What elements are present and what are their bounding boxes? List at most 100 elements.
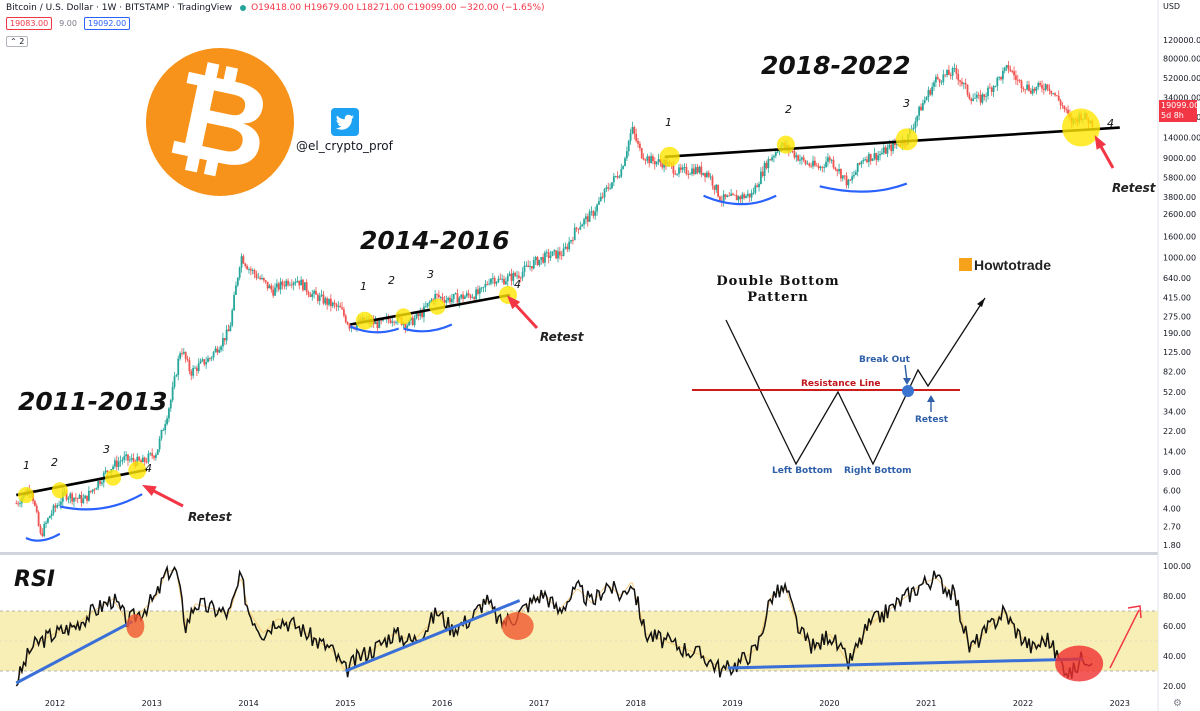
candle-body [817, 165, 820, 169]
candle-body [627, 140, 630, 152]
rsi-up-arrow-head [1127, 605, 1142, 619]
retest-arrow-2022-head [1094, 135, 1107, 150]
rsi-pane [15, 564, 1142, 687]
candle-body [934, 76, 937, 83]
candle-body [797, 155, 800, 161]
candle-body [300, 279, 302, 286]
candle-body [275, 283, 278, 288]
candle-body [147, 453, 150, 463]
candle-body [292, 282, 295, 286]
x-tick-label: 2016 [432, 699, 452, 708]
candle-body [933, 82, 935, 87]
symbol-title[interactable]: Bitcoin / U.S. Dollar · 1W · BITSTAMP · … [6, 3, 233, 13]
candle-body [328, 298, 330, 305]
candle-body [804, 160, 807, 165]
candle-body [603, 189, 606, 198]
candle-body [255, 273, 258, 278]
candle-body [238, 267, 241, 278]
candle-body [84, 495, 87, 499]
era-label-2011-2013: 2011-2013 [18, 387, 168, 416]
candle-body [166, 418, 168, 425]
candle-body [95, 488, 98, 490]
highlight-dot [1062, 108, 1101, 147]
rsi-up-arrow-shaft [1109, 609, 1140, 669]
candle-body [428, 302, 431, 304]
candle-body [920, 106, 922, 111]
candle-body [91, 489, 94, 492]
candle-body [222, 338, 224, 347]
double-bottom-inset: Double Bottom Pattern Howtotrade Resista… [628, 254, 1055, 492]
candle-body [486, 283, 489, 285]
candle-body [652, 156, 654, 162]
candle-body [633, 127, 636, 134]
candle-body [840, 169, 842, 179]
point-4-2014: 4 [514, 278, 521, 291]
candle-body [259, 277, 262, 280]
pane-separator [0, 552, 1158, 555]
candle-body [808, 163, 811, 166]
candle-body [1065, 109, 1068, 110]
candle-body [246, 266, 249, 270]
candle-body [514, 272, 517, 276]
candle-body [767, 159, 770, 169]
buy-button[interactable]: 19092.00 [83, 17, 131, 30]
highlight-dot [659, 146, 680, 167]
candle-body [190, 371, 193, 376]
candle-body [730, 193, 733, 196]
candle-body [724, 194, 727, 197]
candle-body [289, 284, 291, 286]
candle-body [678, 167, 680, 174]
sell-button[interactable]: 19083.00 [6, 17, 53, 30]
price-tick-label: 2600.00 [1163, 210, 1196, 219]
retest-arrow-2016-head [506, 295, 521, 310]
indicators-toggle[interactable]: ⌃ 2 [6, 36, 29, 47]
candle-body [205, 362, 208, 365]
x-tick-label: 2014 [238, 699, 258, 708]
candle-body [71, 493, 74, 502]
candle-body [445, 300, 448, 303]
candle-body [949, 74, 952, 76]
point-4-2018: 4 [1107, 117, 1114, 130]
candle-body [395, 322, 397, 323]
candle-body [99, 481, 101, 484]
candle-body [931, 86, 934, 95]
candle-body [871, 158, 874, 161]
candle-body [748, 193, 751, 198]
price-tick-label: 14000.00 [1163, 134, 1200, 143]
highlight-dot [128, 461, 147, 480]
candle-body [1024, 89, 1027, 91]
candle-body [208, 358, 211, 359]
candle-body [253, 270, 256, 274]
last-price: 19099.00 [1161, 101, 1200, 110]
candle-body [393, 321, 396, 323]
candle-body [566, 246, 569, 250]
candle-body [650, 156, 652, 164]
price-tick-label: 52.00 [1163, 388, 1186, 397]
retest-inset-label: Retest [915, 415, 949, 425]
candle-body [1029, 90, 1032, 94]
price-tick-label: 82.00 [1163, 367, 1186, 376]
point-3-2011: 3 [103, 443, 110, 456]
x-tick-label: 2022 [1013, 699, 1033, 708]
candle-body [443, 300, 446, 303]
price-tick-label: 80000.00 [1163, 54, 1200, 63]
candle-body [426, 303, 429, 307]
candle-body [888, 144, 891, 148]
point-2-2014: 2 [388, 274, 395, 287]
candle-body [802, 157, 805, 161]
candle-body [743, 194, 746, 198]
candle-body [50, 513, 53, 517]
candle-body [585, 216, 587, 220]
candle-body [326, 298, 329, 305]
candle-body [884, 147, 887, 154]
candle-body [175, 375, 178, 377]
candle-body [87, 490, 90, 501]
candle-body [815, 165, 818, 167]
candle-body [961, 81, 963, 85]
candle-body [158, 438, 161, 450]
howtotrade-logo: Howtotrade [959, 257, 1051, 273]
candle-body [15, 503, 18, 505]
currency-label[interactable]: USD [1163, 2, 1181, 11]
candle-body [1003, 67, 1006, 71]
candle-body [875, 153, 878, 161]
